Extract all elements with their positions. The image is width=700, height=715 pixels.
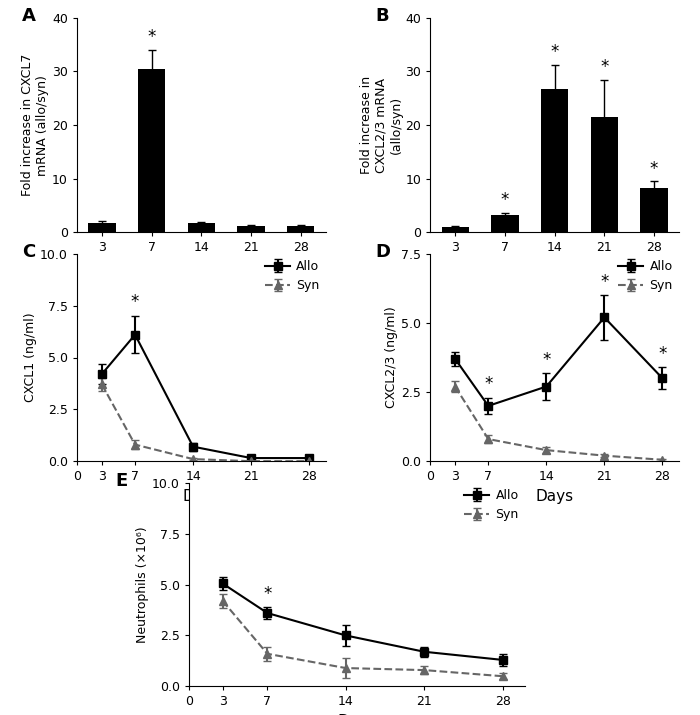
Legend: Allo, Syn: Allo, Syn	[265, 260, 319, 292]
Text: A: A	[22, 7, 36, 25]
Text: C: C	[22, 243, 36, 262]
Bar	[88, 223, 116, 232]
X-axis label: Days: Days	[182, 260, 220, 275]
Legend: Allo, Syn: Allo, Syn	[464, 489, 519, 521]
Y-axis label: CXCL1 (ng/ml): CXCL1 (ng/ml)	[25, 312, 37, 403]
Text: D: D	[375, 243, 391, 262]
Text: B: B	[375, 7, 389, 25]
Text: *: *	[550, 43, 559, 61]
Text: *: *	[600, 273, 608, 291]
Text: *: *	[263, 585, 272, 603]
Bar	[237, 226, 265, 232]
X-axis label: Days: Days	[536, 489, 574, 504]
Text: *: *	[542, 350, 550, 368]
Text: *: *	[500, 191, 509, 209]
Y-axis label: CXCL2/3 (ng/ml): CXCL2/3 (ng/ml)	[386, 307, 398, 408]
Y-axis label: Fold increase in CXCL7
mRNA (allo/syn): Fold increase in CXCL7 mRNA (allo/syn)	[21, 54, 49, 197]
X-axis label: Days: Days	[182, 489, 220, 504]
Legend: Allo, Syn: Allo, Syn	[618, 260, 673, 292]
Y-axis label: Neutrophils (×10⁶): Neutrophils (×10⁶)	[136, 526, 149, 643]
Text: *: *	[131, 293, 139, 311]
Text: *: *	[650, 159, 658, 178]
Bar	[188, 223, 215, 232]
Bar	[491, 215, 519, 232]
Text: *: *	[600, 58, 608, 76]
X-axis label: Days: Days	[338, 714, 376, 715]
Y-axis label: Fold increase in
CXCL2/3 mRNA
(allo/syn): Fold increase in CXCL2/3 mRNA (allo/syn)	[360, 76, 402, 174]
X-axis label: Days: Days	[536, 260, 574, 275]
Bar	[138, 69, 165, 232]
Text: *: *	[484, 375, 493, 393]
Text: E: E	[115, 473, 127, 490]
Bar	[442, 227, 469, 232]
Bar	[591, 117, 618, 232]
Text: *: *	[148, 28, 156, 46]
Text: *: *	[658, 345, 666, 363]
Bar	[541, 89, 568, 232]
Bar	[640, 188, 668, 232]
Bar	[287, 226, 314, 232]
